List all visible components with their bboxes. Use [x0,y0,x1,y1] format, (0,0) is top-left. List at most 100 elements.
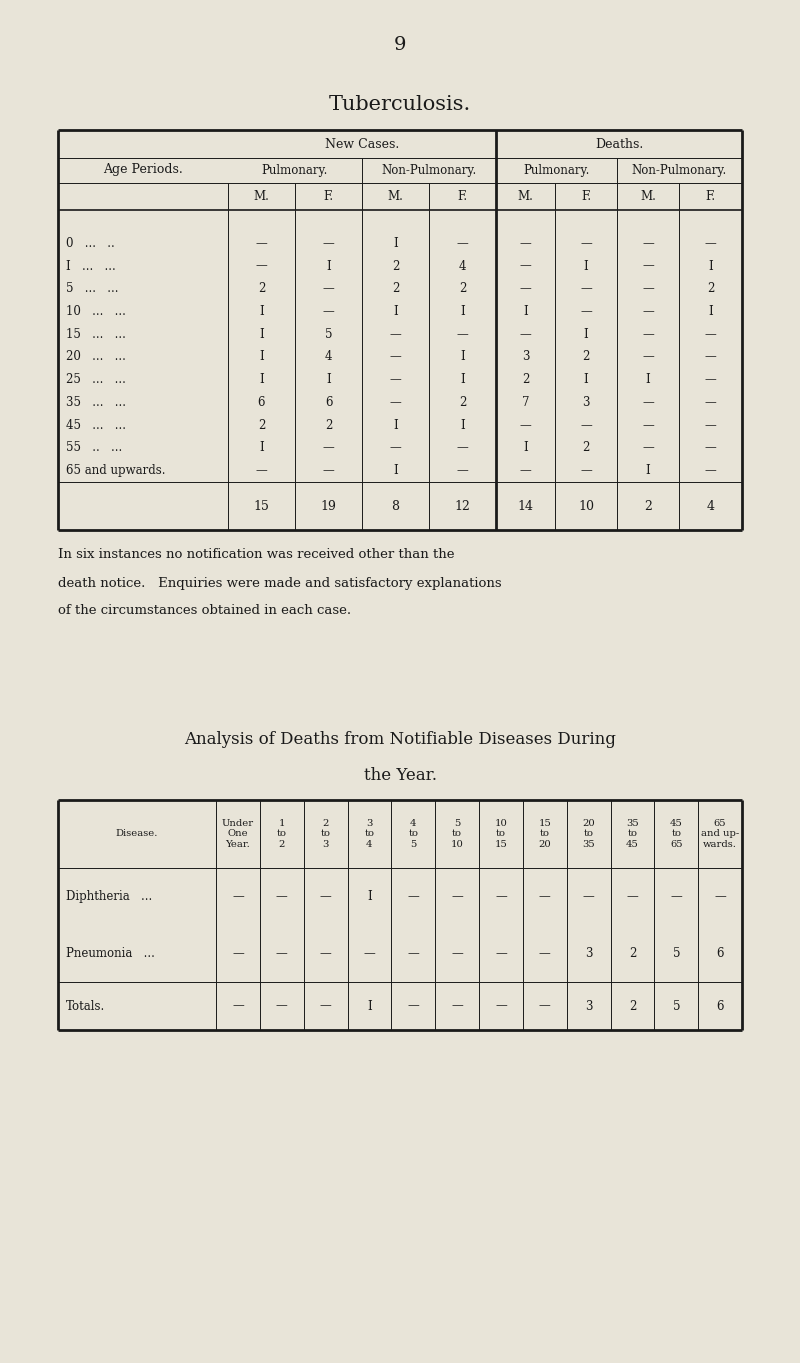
Text: 4: 4 [325,350,332,364]
Text: —: — [322,465,334,477]
Text: 2: 2 [629,947,636,960]
Text: Non-Pulmonary.: Non-Pulmonary. [632,164,727,177]
Text: 3: 3 [522,350,530,364]
Text: I: I [584,259,588,273]
Text: 2: 2 [459,282,466,296]
Text: —: — [256,465,267,477]
Text: I: I [584,373,588,386]
Text: I: I [708,259,713,273]
Text: —: — [520,465,531,477]
Text: —: — [705,350,716,364]
Text: I: I [393,465,398,477]
Text: In six instances no notification was received other than the: In six instances no notification was rec… [58,548,454,562]
Text: —: — [495,999,506,1013]
Text: Pulmonary.: Pulmonary. [523,164,590,177]
Text: 2: 2 [629,999,636,1013]
Text: I: I [259,442,264,454]
Text: —: — [520,259,531,273]
Text: Disease.: Disease. [116,830,158,838]
Text: —: — [451,890,463,904]
Text: —: — [276,999,288,1013]
Text: I: I [259,305,264,318]
Text: F.: F. [706,189,715,203]
Text: 15   ...   ...: 15 ... ... [66,327,126,341]
Text: —: — [580,465,592,477]
Text: 2: 2 [707,282,714,296]
Text: —: — [232,947,244,960]
Text: I: I [460,350,465,364]
Text: —: — [626,890,638,904]
Text: —: — [457,327,468,341]
Text: —: — [642,259,654,273]
Text: Diphtheria   ...: Diphtheria ... [66,890,152,904]
Text: —: — [390,373,402,386]
Text: 2: 2 [582,350,590,364]
Text: I: I [646,373,650,386]
Text: 35   ...   ...: 35 ... ... [66,397,126,409]
Text: 3: 3 [582,397,590,409]
Text: I: I [393,237,398,249]
Text: —: — [407,947,419,960]
Text: of the circumstances obtained in each case.: of the circumstances obtained in each ca… [58,605,351,617]
Text: Analysis of Deaths from Notifiable Diseases During: Analysis of Deaths from Notifiable Disea… [184,732,616,748]
Text: —: — [276,947,288,960]
Text: —: — [495,890,506,904]
Text: —: — [457,237,468,249]
Text: 4: 4 [458,259,466,273]
Text: 2
to
3: 2 to 3 [321,819,330,849]
Text: 6: 6 [258,397,266,409]
Text: —: — [705,327,716,341]
Text: —: — [322,305,334,318]
Text: 10
to
15: 10 to 15 [494,819,507,849]
Text: 2: 2 [258,418,265,432]
Text: M.: M. [640,189,656,203]
Text: I: I [259,327,264,341]
Text: Pulmonary.: Pulmonary. [262,164,328,177]
Text: Deaths.: Deaths. [595,138,643,150]
Text: —: — [520,327,531,341]
Text: —: — [705,418,716,432]
Text: —: — [256,259,267,273]
Text: 10: 10 [578,499,594,512]
Text: 35
to
45: 35 to 45 [626,819,639,849]
Text: —: — [539,999,550,1013]
Text: 3
to
4: 3 to 4 [365,819,374,849]
Text: —: — [539,947,550,960]
Text: I: I [584,327,588,341]
Text: —: — [539,890,550,904]
Text: 4: 4 [706,499,714,512]
Text: 6: 6 [716,999,724,1013]
Text: 3: 3 [585,999,592,1013]
Text: I: I [259,350,264,364]
Text: Non-Pulmonary.: Non-Pulmonary. [382,164,477,177]
Text: —: — [407,999,419,1013]
Text: —: — [322,237,334,249]
Text: I: I [367,890,372,904]
Text: 5: 5 [673,999,680,1013]
Text: 2: 2 [392,259,399,273]
Text: I: I [460,305,465,318]
Text: —: — [520,282,531,296]
Text: Age Periods.: Age Periods. [103,164,183,176]
Text: —: — [642,442,654,454]
Text: 8: 8 [391,499,399,512]
Text: 20   ...   ...: 20 ... ... [66,350,126,364]
Text: —: — [642,282,654,296]
Text: —: — [322,442,334,454]
Text: 20
to
35: 20 to 35 [582,819,595,849]
Text: 2: 2 [644,499,652,512]
Text: —: — [520,237,531,249]
Text: 2: 2 [258,282,265,296]
Text: I: I [393,305,398,318]
Text: —: — [390,350,402,364]
Text: New Cases.: New Cases. [325,138,399,150]
Text: 2: 2 [459,397,466,409]
Text: —: — [320,947,331,960]
Text: I: I [523,305,528,318]
Text: —: — [451,999,463,1013]
Text: —: — [580,418,592,432]
Text: I: I [646,465,650,477]
Text: death notice.   Enquiries were made and satisfactory explanations: death notice. Enquiries were made and sa… [58,577,502,590]
Text: —: — [642,397,654,409]
Text: Pneumonia   ...: Pneumonia ... [66,947,155,960]
